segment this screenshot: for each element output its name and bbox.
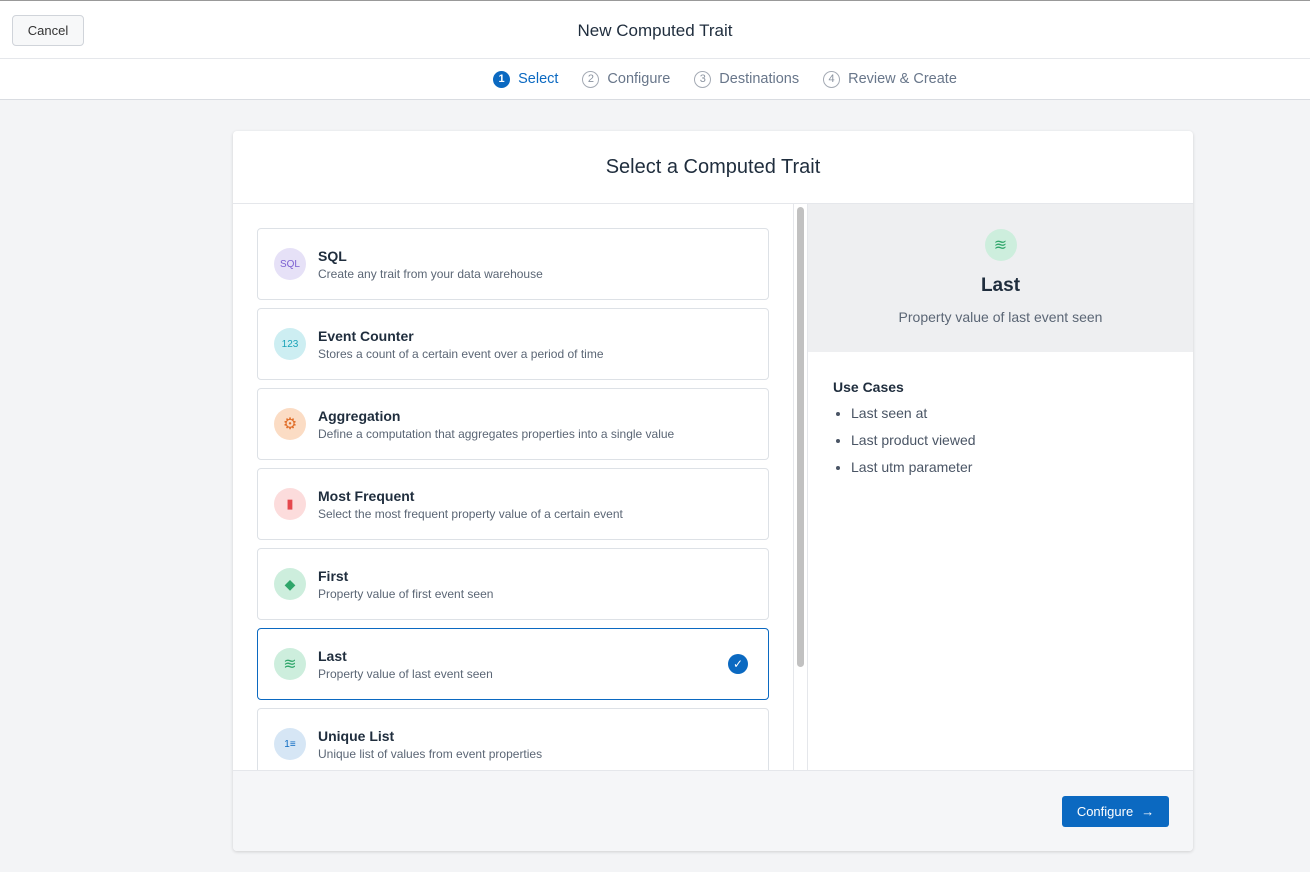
sql-icon: SQL bbox=[274, 248, 306, 280]
step-label: Destinations bbox=[719, 71, 800, 87]
use-cases-title: Use Cases bbox=[833, 379, 904, 395]
use-cases: Use Cases Last seen at Last product view… bbox=[808, 352, 1193, 475]
use-case-item: Last seen at bbox=[851, 405, 1193, 421]
step-number: 3 bbox=[694, 70, 712, 88]
list-scrollbar[interactable] bbox=[793, 204, 808, 770]
check-icon: ✓ bbox=[728, 654, 748, 674]
card-footer: Configure → bbox=[233, 770, 1193, 851]
trait-desc: Unique list of values from event propert… bbox=[318, 746, 543, 761]
trait-option-last[interactable]: ≋ Last Property value of last event seen … bbox=[257, 628, 769, 700]
select-trait-card: Select a Computed Trait SQL SQL Create an… bbox=[233, 131, 1193, 851]
trait-desc: Define a computation that aggregates pro… bbox=[318, 426, 675, 441]
step-review-create[interactable]: 4 Review & Create bbox=[823, 70, 957, 88]
use-case-item: Last utm parameter bbox=[851, 459, 1193, 475]
top-bar: Cancel New Computed Trait bbox=[0, 0, 1310, 59]
step-number: 1 bbox=[493, 70, 511, 88]
step-select[interactable]: 1 Select bbox=[493, 70, 559, 88]
trait-title: Aggregation bbox=[318, 407, 401, 424]
step-label: Configure bbox=[607, 71, 671, 87]
configure-button[interactable]: Configure → bbox=[1062, 796, 1169, 827]
trait-title: First bbox=[318, 567, 349, 584]
trait-title: Last bbox=[318, 647, 347, 664]
trait-list: SQL SQL Create any trait from your data w… bbox=[233, 204, 793, 770]
counter-icon: 123 bbox=[274, 328, 306, 360]
step-configure[interactable]: 2 Configure bbox=[582, 70, 671, 88]
step-number: 4 bbox=[823, 70, 841, 88]
trait-desc: Property value of first event seen bbox=[318, 586, 494, 601]
step-label: Select bbox=[518, 71, 559, 87]
stepper: 1 Select 2 Configure 3 Destinations 4 Review… bbox=[0, 59, 1310, 100]
detail-title: Last bbox=[980, 275, 1021, 296]
scrollbar-thumb[interactable] bbox=[797, 207, 804, 667]
step-number: 2 bbox=[582, 70, 600, 88]
trait-desc: Stores a count of a certain event over a… bbox=[318, 346, 604, 361]
numbered-list-icon: 1≡ bbox=[274, 728, 306, 760]
trait-title: Event Counter bbox=[318, 327, 414, 344]
step-label: Review & Create bbox=[848, 71, 957, 87]
configure-label: Configure bbox=[1076, 804, 1134, 819]
trait-option-event-counter[interactable]: 123 Event Counter Stores a count of a cer… bbox=[257, 308, 769, 380]
use-case-item: Last product viewed bbox=[851, 432, 1193, 448]
trait-desc: Create any trait from your data warehous… bbox=[318, 266, 543, 281]
layers-icon: ≋ bbox=[274, 648, 306, 680]
layers-icon: ≋ bbox=[984, 229, 1017, 261]
trait-option-sql[interactable]: SQL SQL Create any trait from your data w… bbox=[257, 228, 769, 300]
trait-option-unique-list[interactable]: 1≡ Unique List Unique list of values from… bbox=[257, 708, 769, 770]
trait-option-aggregation[interactable]: ⚙ Aggregation Define a computation that a… bbox=[257, 388, 769, 460]
layer-icon: ◆ bbox=[274, 568, 306, 600]
trait-desc: Select the most frequent property value … bbox=[318, 506, 623, 521]
step-destinations[interactable]: 3 Destinations bbox=[694, 70, 800, 88]
trait-title: Most Frequent bbox=[318, 487, 415, 504]
trait-option-most-frequent[interactable]: ▮ Most Frequent Select the most frequent … bbox=[257, 468, 769, 540]
card-title: Select a Computed Trait bbox=[233, 131, 1193, 204]
detail-desc: Property value of last event seen bbox=[898, 309, 1103, 325]
trait-title: Unique List bbox=[318, 727, 395, 744]
trait-desc: Property value of last event seen bbox=[318, 666, 493, 681]
cancel-button[interactable]: Cancel bbox=[12, 15, 84, 46]
trait-option-first[interactable]: ◆ First Property value of first event see… bbox=[257, 548, 769, 620]
detail-panel: ≋ Last Property value of last event seen… bbox=[808, 204, 1193, 770]
arrow-right-icon: → bbox=[1141, 804, 1155, 819]
page-title: New Computed Trait bbox=[577, 21, 733, 40]
aggregation-icon: ⚙ bbox=[274, 408, 306, 440]
detail-header: ≋ Last Property value of last event seen bbox=[808, 204, 1193, 352]
trait-title: SQL bbox=[318, 247, 347, 264]
bar-chart-icon: ▮ bbox=[274, 488, 306, 520]
